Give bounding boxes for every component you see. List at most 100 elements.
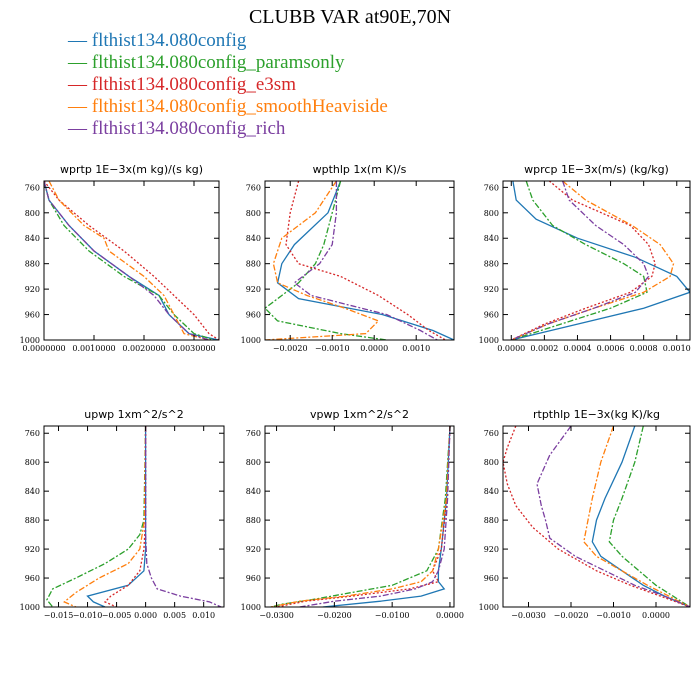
y-tick-label: 840 [246,234,261,243]
y-tick-label: 960 [246,311,261,320]
figure-title: CLUBB VAR at90E,70N [248,6,452,28]
series-line [511,181,690,340]
series-line [63,426,147,607]
x-tick-label: 0.0010000 [72,344,115,353]
series-line [44,181,215,340]
legend: — flthist134.080config — flthist134.080c… [68,30,388,140]
x-tick-label: −0.0020 [554,611,589,620]
series-line [608,426,690,607]
y-tick-label: 760 [246,429,261,438]
y-tick-label: 840 [246,487,261,496]
x-tick-label: 0.0000 [436,611,464,620]
x-tick-label: 0.000 [134,611,157,620]
y-tick-label: 960 [484,574,499,583]
series-line [591,426,690,607]
x-tick-label: 0.0008 [630,344,658,353]
x-tick-label: −0.0010 [596,611,631,620]
series-line [511,181,650,340]
plot-frame [502,180,691,341]
y-tick-label: 760 [25,183,40,192]
x-tick-label: 0.0000 [497,344,525,353]
panel-title: vpwp 1xm^2/s^2 [310,408,409,421]
panel-title: wprtp 1E−3x(m kg)/(s kg) [60,163,203,176]
x-tick-label: −0.0200 [317,611,352,620]
series-line [322,426,451,607]
y-tick-label: 880 [25,260,40,269]
y-tick-label: 1000 [479,336,499,345]
series-line [299,426,451,607]
y-tick-label: 1000 [241,336,261,345]
legend-item-e3sm: — flthist134.080config_e3sm [68,74,296,95]
panel-title: rtpthlp 1E−3x(kg K)/kg [533,408,660,421]
series-line [276,181,454,340]
y-tick-label: 880 [484,516,499,525]
series-line [511,181,648,340]
panel-1: wpthlp 1x(m K)/s 760 800 840 880 920 960 1000 −0… [241,163,455,353]
x-tick-label: 0.0010 [663,344,691,353]
y-tick-label: 880 [25,516,40,525]
series-line [536,426,690,607]
y-tick-label: 1000 [241,603,261,612]
legend-item-paramsonly: — flthist134.080config_paramsonly [68,52,345,73]
series-line [276,426,451,607]
series-line [46,426,147,607]
x-tick-label: −0.0300 [259,611,294,620]
x-tick-label: 0.0020000 [122,344,165,353]
series-line [503,426,690,607]
y-tick-label: 760 [246,183,261,192]
x-tick-label: 0.0004 [563,344,591,353]
series-line [103,426,147,607]
panel-title: upwp 1xm^2/s^2 [84,408,184,421]
panel-0: wprtp 1E−3x(m kg)/(s kg) 760 800 840 880 920 9… [20,163,220,353]
series-line [511,181,675,340]
panel-5: rtpthlp 1E−3x(kg K)/kg 760 800 840 880 920 960… [479,408,691,620]
series-line [293,181,438,340]
x-tick-label: −0.005 [102,611,132,620]
x-tick-label: 0.0010 [402,344,430,353]
series-line [265,181,387,340]
series-line [48,181,210,340]
series-line [270,426,451,607]
x-tick-label: 0.0002 [530,344,558,353]
plot-frame [43,425,225,608]
y-tick-label: 1000 [479,603,499,612]
series-line [44,181,210,340]
y-tick-label: 800 [25,209,40,218]
panel-title: wpthlp 1x(m K)/s [313,163,407,176]
y-tick-label: 960 [25,311,40,320]
y-tick-label: 800 [484,458,499,467]
x-tick-label: −0.0030 [511,611,546,620]
series-line [144,426,222,607]
x-tick-label: −0.010 [73,611,103,620]
x-tick-label: 0.005 [163,611,186,620]
x-tick-label: 0.0030000 [172,344,215,353]
y-tick-label: 960 [25,574,40,583]
legend-item-rich: — flthist134.080config_rich [68,118,286,139]
series-line [511,181,656,340]
x-tick-label: −0.0100 [375,611,410,620]
y-tick-label: 760 [25,429,40,438]
series-line [583,426,690,607]
legend-item-smoothheaviside: — flthist134.080config_smoothHeaviside [68,96,388,117]
y-tick-label: 800 [25,458,40,467]
x-tick-label: 0.0000 [642,611,670,620]
x-tick-label: 0.0006 [597,344,625,353]
y-tick-label: 840 [484,234,499,243]
panel-title: wprcp 1E−3x(m/s) (kg/kg) [524,163,669,176]
plot-frame [502,425,691,608]
plot-frame [264,180,455,341]
x-tick-label: −0.0010 [315,344,350,353]
x-tick-label: 0.0000000 [22,344,65,353]
panel-4: vpwp 1xm^2/s^27608008408809209601000−0.0… [241,408,464,620]
x-tick-label: −0.015 [44,611,74,620]
y-tick-label: 1000 [20,603,40,612]
y-tick-label: 800 [246,458,261,467]
y-tick-label: 840 [25,234,40,243]
y-tick-label: 840 [25,487,40,496]
y-tick-label: 960 [484,311,499,320]
y-tick-label: 920 [246,545,261,554]
x-tick-label: 0.0000 [360,344,388,353]
x-tick-label: 0.010 [192,611,215,620]
y-tick-label: 920 [25,285,40,294]
